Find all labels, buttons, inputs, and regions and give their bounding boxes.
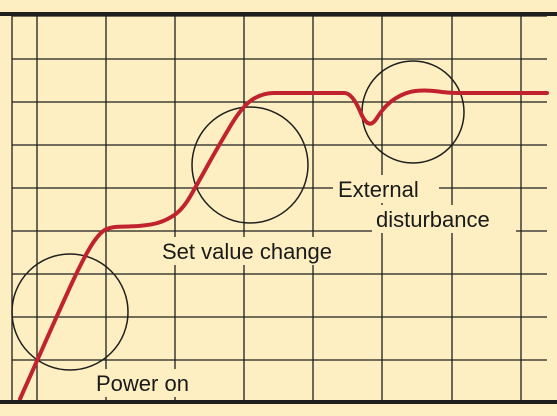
annotation-external: External [338,177,419,202]
label-background [92,369,208,397]
chart-frame [0,12,557,404]
annotation-set-value-change: Set value change [162,239,332,264]
label-background [158,237,368,265]
annotation-labels: Power on Set value change External distu… [96,177,490,396]
highlight-circle [11,253,129,371]
annotation-disturbance: disturbance [376,207,490,232]
label-background [333,175,439,203]
response-curve [18,88,549,401]
label-background [372,205,516,233]
highlight-circles [11,60,465,371]
annotation-power-on: Power on [96,371,189,396]
frame-bar [0,400,557,404]
highlight-circle [191,106,309,224]
label-backgrounds [92,175,516,397]
frame-bar [0,12,557,16]
